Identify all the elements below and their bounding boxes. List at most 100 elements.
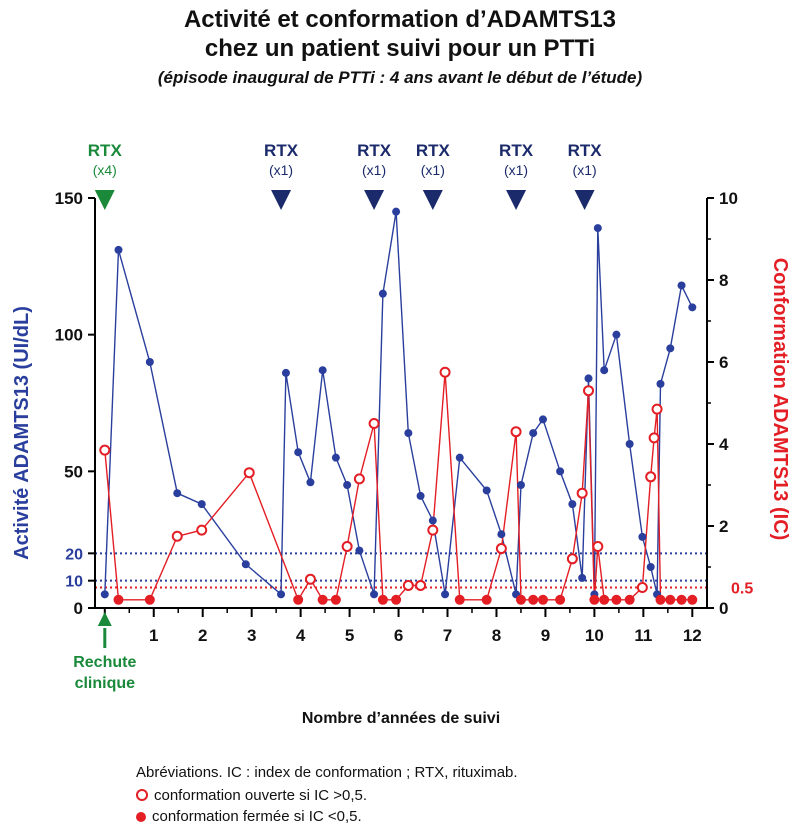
legend-closed-label: conformation fermée si IC <0,5. bbox=[152, 808, 362, 825]
x-tick-label-10: 10 bbox=[585, 626, 604, 645]
x-tick-label-12: 12 bbox=[683, 626, 702, 645]
rtx-label-5: RTX bbox=[568, 141, 603, 160]
activity-point-25 bbox=[516, 481, 525, 489]
chart-title-line-2: chez un patient suivi pour un PTTi bbox=[204, 35, 596, 62]
relapse-label-line-1: Rechute bbox=[73, 654, 136, 671]
activity-point-28 bbox=[556, 467, 565, 476]
conformation-closed-point-24 bbox=[528, 594, 539, 605]
activity-point-38 bbox=[646, 563, 655, 571]
activity-point-23 bbox=[497, 530, 506, 539]
y-right-tick-label-5: 10 bbox=[719, 189, 738, 208]
conformation-open-point-16 bbox=[415, 579, 427, 591]
activity-point-3 bbox=[173, 489, 182, 498]
x-tick-label-2: 2 bbox=[198, 626, 207, 645]
conformation-closed-point-25 bbox=[537, 594, 548, 605]
conformation-closed-point-2 bbox=[144, 594, 155, 605]
rtx-label-2: RTX bbox=[357, 141, 392, 160]
legend-closed-conformation: conformation fermée si IC <0,5. bbox=[136, 808, 362, 825]
y-right-tick-label-4: 8 bbox=[719, 271, 728, 290]
activity-point-2 bbox=[145, 358, 154, 366]
conformation-closed-point-20 bbox=[481, 594, 492, 605]
conformation-open-point-11 bbox=[353, 473, 365, 485]
activity-point-10 bbox=[318, 366, 327, 375]
conformation-open-point-10 bbox=[341, 541, 353, 552]
activity-point-41 bbox=[666, 344, 675, 353]
conformation-closed-point-42 bbox=[687, 594, 698, 605]
y-right-tick-label-2: 4 bbox=[719, 435, 729, 454]
x-tick-label-4: 4 bbox=[296, 626, 306, 645]
rtx-count-0: (x4) bbox=[93, 162, 117, 178]
x-tick-label-11: 11 bbox=[634, 626, 652, 645]
chart-title: Activité et conformation d’ADAMTS13 bbox=[183, 6, 617, 33]
activity-point-12 bbox=[343, 481, 352, 489]
y-right-tick-label-0: 0 bbox=[719, 599, 728, 618]
activity-point-1 bbox=[114, 245, 123, 254]
y-left-tick-label-5: 150 bbox=[55, 189, 83, 208]
conformation-open-point-17 bbox=[427, 524, 439, 536]
conformation-closed-point-32 bbox=[599, 594, 610, 605]
reference-label-2: 0.5 bbox=[731, 581, 753, 598]
y-left-tick-label-3: 50 bbox=[64, 462, 83, 481]
x-axis-label: Nombre d’années de suivi bbox=[302, 710, 500, 727]
conformation-closed-point-26 bbox=[555, 594, 566, 605]
rtx-label-1: RTX bbox=[264, 141, 299, 160]
conformation-closed-point-8 bbox=[317, 594, 328, 605]
activity-point-8 bbox=[294, 448, 303, 457]
legend-open-conformation: conformation ouverte si IC >0,5. bbox=[136, 787, 367, 804]
conformation-open-point-15 bbox=[402, 579, 414, 591]
activity-point-7 bbox=[281, 368, 290, 377]
series-line-activity bbox=[104, 211, 693, 596]
conformation-open-point-12 bbox=[368, 418, 380, 429]
x-tick-label-9: 9 bbox=[541, 626, 550, 645]
activity-point-15 bbox=[378, 289, 387, 298]
rtx-count-1: (x1) bbox=[269, 162, 293, 178]
rtx-count-2: (x1) bbox=[362, 162, 386, 178]
conformation-open-point-18 bbox=[439, 366, 451, 378]
conformation-open-point-27 bbox=[566, 553, 578, 565]
conformation-open-point-36 bbox=[645, 471, 657, 483]
rtx-triangle-icon-1 bbox=[271, 190, 292, 210]
activity-point-36 bbox=[625, 440, 634, 448]
conformation-closed-point-14 bbox=[391, 594, 402, 605]
conformation-closed-point-19 bbox=[454, 594, 465, 605]
rtx-count-4: (x1) bbox=[504, 162, 528, 178]
activity-point-33 bbox=[593, 224, 602, 233]
relapse-label-line-2: clinique bbox=[75, 675, 136, 692]
conformation-open-point-38 bbox=[651, 403, 663, 415]
activity-point-6 bbox=[277, 590, 286, 599]
conformation-closed-point-23 bbox=[515, 594, 526, 605]
y-right-tick-label-1: 2 bbox=[719, 517, 728, 536]
conformation-open-point-21 bbox=[495, 543, 507, 555]
legend-abbreviations: Abréviations. IC : index de conformation… bbox=[136, 764, 518, 781]
activity-point-34 bbox=[600, 366, 609, 375]
x-tick-label-3: 3 bbox=[247, 626, 256, 645]
activity-point-21 bbox=[455, 453, 464, 462]
activity-point-9 bbox=[306, 478, 315, 487]
activity-point-11 bbox=[331, 453, 340, 462]
y-axis-left-label: Activité ADAMTS13 (UI/dL) bbox=[11, 306, 33, 560]
conformation-closed-point-30 bbox=[589, 594, 600, 605]
activity-point-40 bbox=[656, 379, 665, 388]
activity-point-37 bbox=[638, 532, 647, 541]
conformation-open-point-7 bbox=[304, 573, 316, 585]
conformation-closed-point-13 bbox=[377, 594, 388, 605]
activity-point-18 bbox=[416, 491, 425, 500]
activity-point-29 bbox=[568, 500, 577, 509]
conformation-open-point-35 bbox=[636, 582, 648, 593]
rtx-triangle-icon-0 bbox=[94, 190, 115, 210]
activity-point-43 bbox=[688, 303, 697, 312]
y-left-tick-label-4: 100 bbox=[55, 326, 83, 345]
conformation-open-point-28 bbox=[576, 487, 588, 499]
activity-point-26 bbox=[529, 429, 538, 438]
rtx-triangle-icon-3 bbox=[422, 190, 443, 210]
legend-open-label: conformation ouverte si IC >0,5. bbox=[154, 787, 368, 804]
x-tick-label-8: 8 bbox=[492, 626, 501, 645]
rtx-count-3: (x1) bbox=[421, 162, 445, 178]
conformation-closed-point-40 bbox=[665, 594, 676, 605]
activity-point-0 bbox=[100, 590, 109, 599]
conformation-open-point-0 bbox=[99, 444, 111, 456]
activity-point-16 bbox=[392, 207, 401, 216]
reference-label-1: 10 bbox=[65, 574, 83, 591]
conformation-open-point-22 bbox=[510, 426, 522, 438]
rtx-triangle-icon-5 bbox=[574, 190, 595, 210]
